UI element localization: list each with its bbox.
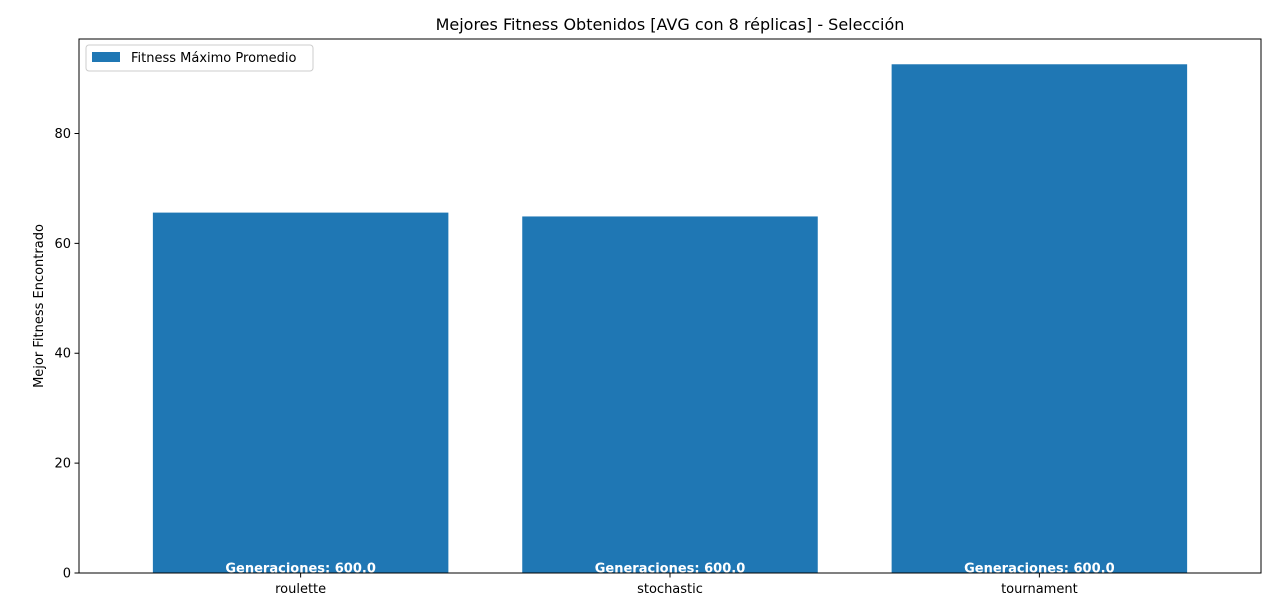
- y-tick-label-40: 40: [54, 347, 71, 362]
- bar-stochastic: [522, 216, 818, 573]
- y-axis-label: Mejor Fitness Encontrado: [32, 224, 47, 388]
- x-tick-label-roulette: roulette: [275, 582, 326, 597]
- y-tick-label-0: 0: [63, 567, 71, 582]
- bar-roulette: [152, 212, 449, 574]
- legend-frame: [85, 44, 314, 72]
- legend: Fitness Máximo Promedio: [85, 44, 314, 72]
- y-axis: 0 20 40 60 80: [54, 127, 79, 582]
- bars-group: [152, 64, 1188, 574]
- y-tick-label-60: 60: [54, 237, 71, 252]
- legend-label: Fitness Máximo Promedio: [131, 51, 297, 66]
- x-tick-label-tournament: tournament: [1001, 582, 1078, 597]
- y-tick-label-20: 20: [54, 457, 71, 472]
- x-tick-label-stochastic: stochastic: [637, 582, 703, 597]
- chart-title: Mejores Fitness Obtenidos [AVG con 8 rép…: [436, 15, 905, 34]
- legend-swatch: [92, 52, 120, 62]
- y-tick-label-80: 80: [54, 127, 71, 142]
- x-axis: roulette stochastic tournament: [275, 573, 1078, 597]
- bar-tournament: [891, 64, 1188, 573]
